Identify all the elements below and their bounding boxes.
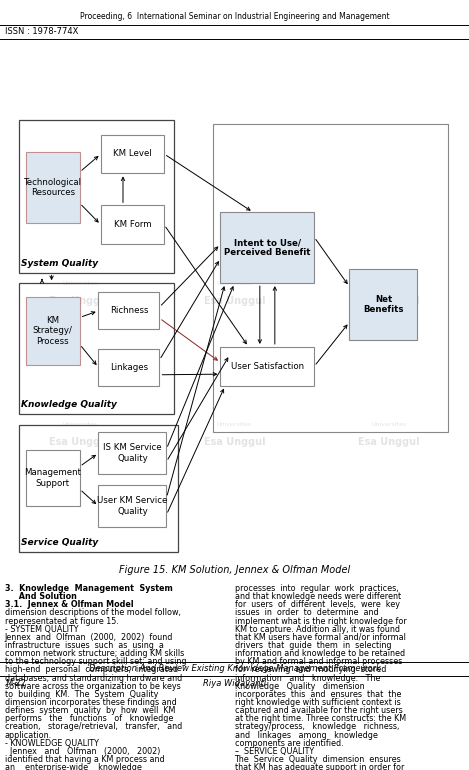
Text: Jennex  and  Olfman  (2000,  2002)  found: Jennex and Olfman (2000, 2002) found xyxy=(5,633,173,642)
Bar xyxy=(19,425,178,552)
Bar xyxy=(19,120,174,273)
Text: 3.  Knowledge  Management  System: 3. Knowledge Management System xyxy=(5,584,173,593)
Text: And Solution: And Solution xyxy=(5,592,76,601)
Text: that KM has adequate support in order for: that KM has adequate support in order fo… xyxy=(234,763,404,770)
Text: Universitas: Universitas xyxy=(372,422,407,427)
Text: common network structure; adding KM skills: common network structure; adding KM skil… xyxy=(5,649,184,658)
Text: Knowledge   Quality   dimension: Knowledge Quality dimension xyxy=(234,681,364,691)
Bar xyxy=(98,293,159,330)
Text: M-22: M-22 xyxy=(5,678,25,688)
Bar xyxy=(101,135,164,173)
Text: dimension incorporates these findings and: dimension incorporates these findings an… xyxy=(5,698,176,707)
Text: an    enterprise-wide    knowledge: an enterprise-wide knowledge xyxy=(5,763,142,770)
Text: KM to capture. Addition ally, it was found: KM to capture. Addition ally, it was fou… xyxy=(234,624,400,634)
Text: ISSN : 1978-774X: ISSN : 1978-774X xyxy=(5,28,78,36)
Text: Esa Unggul: Esa Unggul xyxy=(49,296,111,306)
Text: Riya Widayanti: Riya Widayanti xyxy=(203,678,266,688)
Text: 3.1.  Jennex & Olfman Model: 3.1. Jennex & Olfman Model xyxy=(5,601,133,609)
Text: right knowledge with sufficient context is: right knowledge with sufficient context … xyxy=(234,698,400,707)
Text: drivers  that  guide  them  in  selecting: drivers that guide them in selecting xyxy=(234,641,391,650)
Text: Knowledge Quality: Knowledge Quality xyxy=(21,400,117,409)
Text: –  SERVICE QUALITY: – SERVICE QUALITY xyxy=(234,747,314,756)
Bar xyxy=(26,450,80,506)
Text: identified that having a KM process and: identified that having a KM process and xyxy=(5,755,164,764)
Text: defines  system  quality  by  how  well  KM: defines system quality by how well KM xyxy=(5,706,175,715)
Text: implement what is the right knowledge for: implement what is the right knowledge fo… xyxy=(234,617,406,625)
Text: Universitas: Universitas xyxy=(217,281,252,286)
Text: KM
Strategy/
Process: KM Strategy/ Process xyxy=(33,316,73,346)
Text: Esa Unggul: Esa Unggul xyxy=(358,296,420,306)
Bar xyxy=(101,206,164,244)
Text: to  building  KM.  The  System  Quality: to building KM. The System Quality xyxy=(5,690,158,699)
Text: information   and   knowledge.   The: information and knowledge. The xyxy=(234,674,380,682)
Text: dimension descriptions of the model follow,: dimension descriptions of the model foll… xyxy=(5,608,181,618)
Text: issues  in  order  to  determine  and: issues in order to determine and xyxy=(234,608,378,618)
Text: creation,   storage/retrieval,   transfer,   and: creation, storage/retrieval, transfer, a… xyxy=(5,722,182,732)
Text: The  Service  Quality  dimension  ensures: The Service Quality dimension ensures xyxy=(234,755,401,764)
Text: Esa Unggul: Esa Unggul xyxy=(204,437,265,447)
Text: for  reviewing  and  modifying  stored: for reviewing and modifying stored xyxy=(234,665,386,675)
Text: IS KM Service
Quality: IS KM Service Quality xyxy=(103,444,162,463)
Text: infrastructure  issues  such  as  using  a: infrastructure issues such as using a xyxy=(5,641,164,650)
Text: Net
Benefits: Net Benefits xyxy=(363,295,404,314)
Text: KM Level: KM Level xyxy=(113,149,152,159)
Text: databases; and standardizing hardware and: databases; and standardizing hardware an… xyxy=(5,674,182,682)
Text: Service Quality: Service Quality xyxy=(21,538,98,547)
Text: Proceeding, 6  International Seminar on Industrial Engineering and Management: Proceeding, 6 International Seminar on I… xyxy=(80,12,389,21)
Bar xyxy=(213,124,448,432)
Text: User Satisfaction: User Satisfaction xyxy=(231,362,304,371)
Text: Richness: Richness xyxy=(110,306,148,315)
Bar xyxy=(98,485,166,527)
Text: Esa Unggul: Esa Unggul xyxy=(358,437,420,447)
Text: Universitas: Universitas xyxy=(372,281,407,286)
Text: Figure 15. KM Solution, Jennex & Olfman Model: Figure 15. KM Solution, Jennex & Olfman … xyxy=(119,565,350,575)
Text: strategy/process,   knowledge   richness,: strategy/process, knowledge richness, xyxy=(234,722,399,732)
Text: and that knowledge needs were different: and that knowledge needs were different xyxy=(234,592,401,601)
Text: components are identified.: components are identified. xyxy=(234,738,343,748)
Text: captured and available for the right users: captured and available for the right use… xyxy=(234,706,402,715)
Text: User KM Service
Quality: User KM Service Quality xyxy=(97,497,168,516)
Bar xyxy=(349,269,417,340)
Text: information and knowledge to be retained: information and knowledge to be retained xyxy=(234,649,405,658)
Text: Technological
Resources: Technological Resources xyxy=(24,178,82,197)
Text: Universitas: Universitas xyxy=(217,422,252,427)
Text: that KM users have formal and/or informal: that KM users have formal and/or informa… xyxy=(234,633,405,642)
Text: Linkages: Linkages xyxy=(110,363,148,372)
Text: at the right time. Three constructs: the KM: at the right time. Three constructs: the… xyxy=(234,715,406,723)
Text: - KNOWLEDGE QUALITY: - KNOWLEDGE QUALITY xyxy=(5,738,98,748)
Text: by KM and formal and informal processes: by KM and formal and informal processes xyxy=(234,658,402,666)
Text: Universitas: Universitas xyxy=(62,422,97,427)
Text: Management
Support: Management Support xyxy=(24,468,81,487)
Text: software across the organization to be keys: software across the organization to be k… xyxy=(5,681,181,691)
Text: processes  into  regular  work  practices,: processes into regular work practices, xyxy=(234,584,398,593)
Text: Esa Unggul: Esa Unggul xyxy=(204,296,265,306)
Text: reperesentated at figure 15.: reperesentated at figure 15. xyxy=(5,617,119,625)
Bar xyxy=(98,349,159,386)
Text: Description And Review Existing Knowldege Management Framework: Description And Review Existing Knowldeg… xyxy=(89,665,380,674)
Text: incorporates  this  and  ensures  that  the: incorporates this and ensures that the xyxy=(234,690,401,699)
Text: high-end  personal  computers,  integrated: high-end personal computers, integrated xyxy=(5,665,178,675)
Bar xyxy=(220,213,314,283)
Bar xyxy=(98,432,166,474)
Text: System Quality: System Quality xyxy=(21,259,98,268)
Bar xyxy=(19,283,174,414)
Text: performs   the   functions   of   knowledge: performs the functions of knowledge xyxy=(5,715,173,723)
Text: to the technology support skill set; and using: to the technology support skill set; and… xyxy=(5,658,186,666)
Text: and   linkages   among   knowledge: and linkages among knowledge xyxy=(234,731,378,740)
Text: Universitas: Universitas xyxy=(62,281,97,286)
Text: application.: application. xyxy=(5,731,52,740)
Text: for  users  of  different  levels,  were  key: for users of different levels, were key xyxy=(234,601,400,609)
Bar xyxy=(26,297,80,364)
Text: Intent to Use/
Perceived Benefit: Intent to Use/ Perceived Benefit xyxy=(224,238,310,257)
Bar xyxy=(26,152,80,223)
Bar xyxy=(220,347,314,386)
Text: Esa Unggul: Esa Unggul xyxy=(49,437,111,447)
Text: KM Form: KM Form xyxy=(113,220,151,229)
Text: - SYSTEM QUALITY: - SYSTEM QUALITY xyxy=(5,624,78,634)
Text: Jennex   and   Olfman   (2000,   2002): Jennex and Olfman (2000, 2002) xyxy=(5,747,160,756)
